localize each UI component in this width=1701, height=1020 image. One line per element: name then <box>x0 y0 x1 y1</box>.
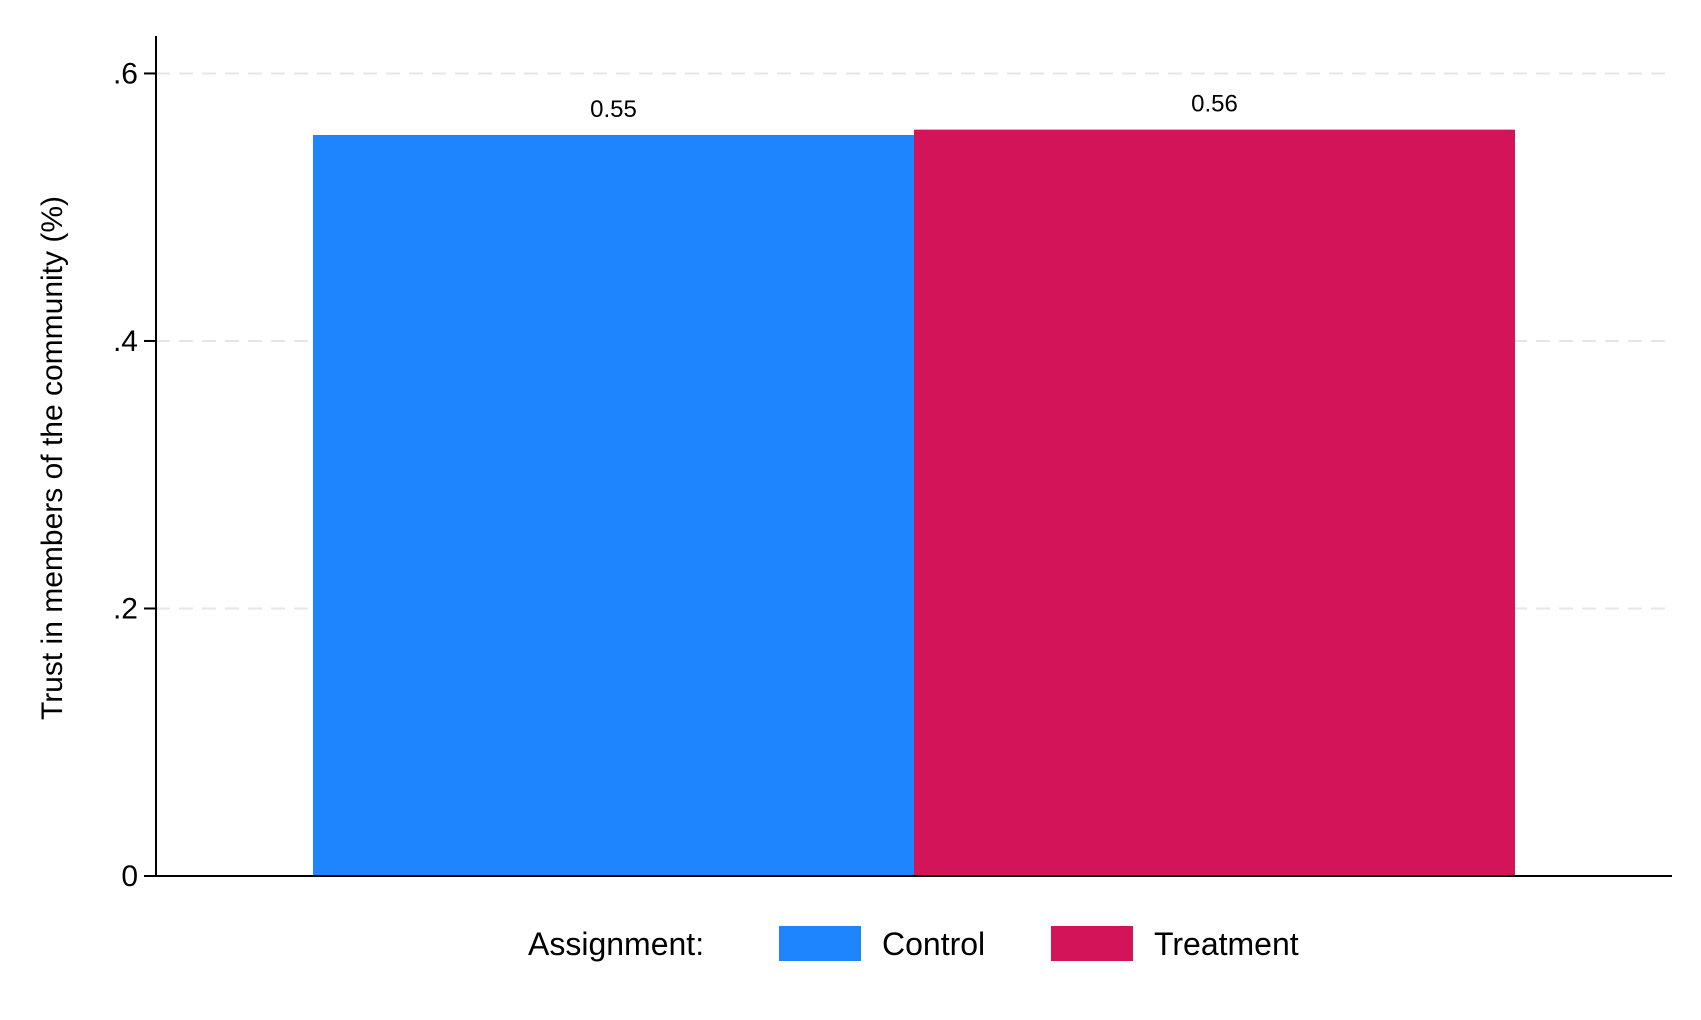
y-tick-label: .2 <box>113 592 138 625</box>
bars <box>313 129 1515 877</box>
bar-treatment <box>914 129 1515 877</box>
bar-control <box>313 134 914 876</box>
y-axis-title: Trust in members of the community (%) <box>36 196 69 720</box>
data-label-control: 0.55 <box>590 96 637 123</box>
legend-items: Control Treatment <box>779 926 1299 962</box>
y-tick-label: 0 <box>121 860 138 893</box>
axes <box>155 36 1672 877</box>
legend-swatch-control <box>779 926 861 961</box>
legend-title: Assignment: <box>528 926 704 962</box>
legend: Assignment: Control Treatment <box>528 926 1299 962</box>
y-ticks: 0 .2 .4 .6 <box>113 57 156 893</box>
legend-label-control: Control <box>882 926 985 962</box>
data-label-treatment: 0.56 <box>1191 91 1238 118</box>
y-tick-label: .6 <box>113 57 138 90</box>
legend-label-treatment: Treatment <box>1154 926 1299 962</box>
data-labels: 0.55 0.56 <box>590 91 1238 123</box>
legend-swatch-treatment <box>1051 926 1133 961</box>
y-tick-label: .4 <box>113 325 138 358</box>
